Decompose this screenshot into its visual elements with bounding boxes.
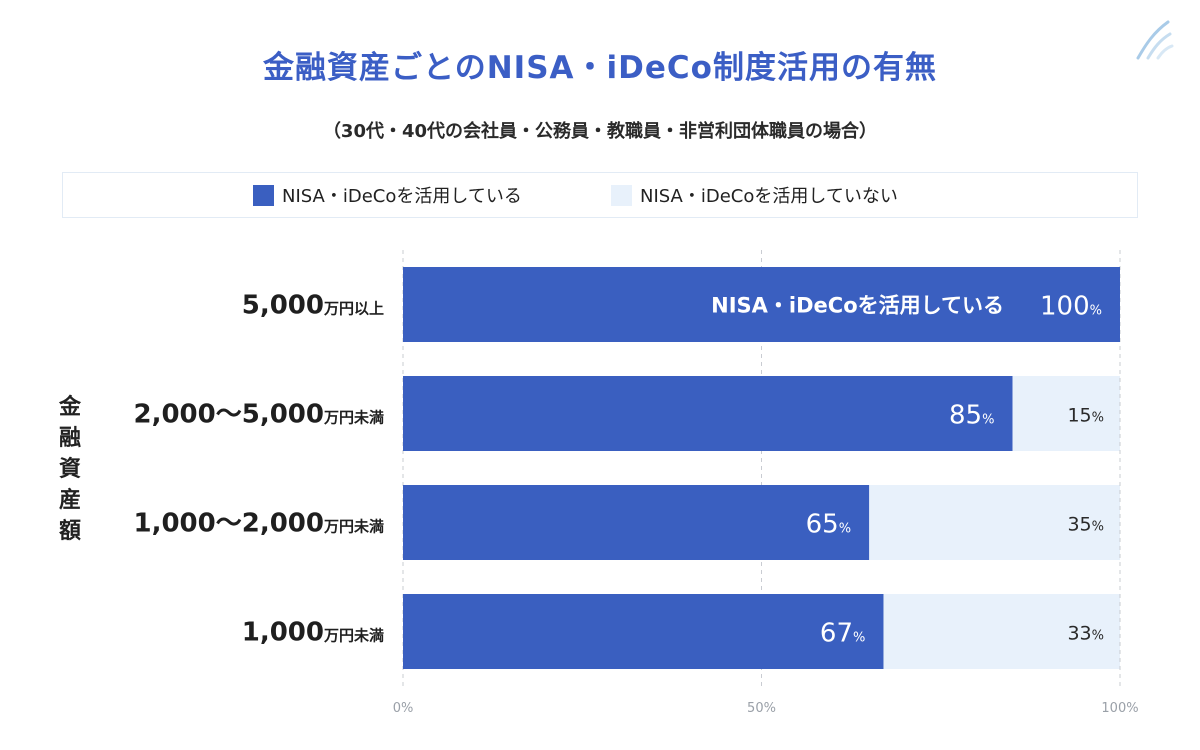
bar-not-using [883,594,1120,669]
bar-inline-label: NISA・iDeCoを活用している [711,294,1004,318]
x-tick-label: 0% [393,701,414,716]
x-tick-label: 50% [747,701,776,716]
chart-subtitle: （30代・40代の会社員・公務員・教職員・非営利団体職員の場合） [322,121,878,142]
y-axis-title-char: 融 [58,426,81,451]
legend: NISA・iDeCoを活用している NISA・iDeCoを活用していない [62,172,1138,218]
x-tick-label: 100% [1101,701,1138,716]
category-label: 2,000〜5,000万円未満 [134,400,385,430]
y-axis-title-char: 金 [58,395,81,420]
y-axis-title-char: 産 [58,488,81,513]
data-label-using: 67% [820,619,865,649]
legend-swatch-using [253,184,274,206]
category-label: 1,000万円未満 [242,618,384,648]
category-label: 1,000〜2,000万円未満 [134,509,385,539]
legend-swatch-not-using [611,184,632,206]
data-label-not-using: 35% [1067,514,1104,536]
data-label-not-using: 15% [1067,405,1104,427]
chart-title: 金融資産ごとのNISA・iDeCo制度活用の有無 [263,50,937,86]
legend-label-using: NISA・iDeCoを活用している [282,186,522,207]
bar-not-using [1012,376,1120,451]
y-axis-title-char: 額 [58,519,81,544]
legend-label-not-using: NISA・iDeCoを活用していない [640,186,898,207]
bar-using-overlay [403,376,1013,451]
legend-item-using: NISA・iDeCoを活用している [253,184,522,207]
category-label: 5,000万円以上 [242,291,384,321]
data-label-not-using: 33% [1067,623,1104,645]
brand-logo-icon [1136,20,1174,60]
bar-using-overlay [403,267,1120,342]
y-axis-title: 金 融 資 産 額 [50,392,90,547]
bar-not-using [869,485,1120,560]
data-label-using: 65% [806,510,851,540]
data-label-using: 85% [949,401,994,431]
data-label-using: 100% [1040,292,1102,322]
y-axis-title-char: 資 [58,457,81,482]
legend-item-not-using: NISA・iDeCoを活用していない [611,184,898,207]
bar-using-overlay [403,594,884,669]
bar-using-overlay [403,485,870,560]
